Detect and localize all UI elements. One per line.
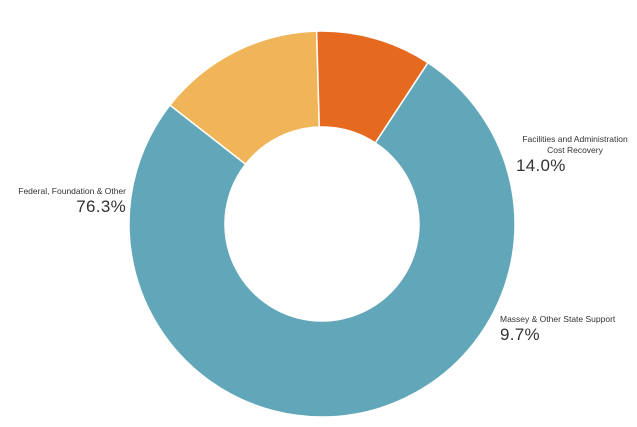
slice-label-massey: Massey & Other State Support 9.7% — [500, 314, 635, 345]
slice-federal-foundation-other — [128, 61, 516, 418]
slice-value-federal: 76.3% — [76, 197, 126, 216]
slice-label-facilities: Facilities and Administration Cost Recov… — [514, 134, 636, 176]
slice-value-massey: 9.7% — [500, 325, 540, 344]
slice-name-federal: Federal, Foundation & Other — [18, 186, 126, 196]
slice-name-massey: Massey & Other State Support — [500, 314, 616, 324]
slice-value-facilities: 14.0% — [516, 156, 566, 175]
slice-name-facilities: Facilities and Administration Cost Recov… — [522, 134, 628, 155]
slice-label-federal: Federal, Foundation & Other 76.3% — [8, 186, 126, 217]
